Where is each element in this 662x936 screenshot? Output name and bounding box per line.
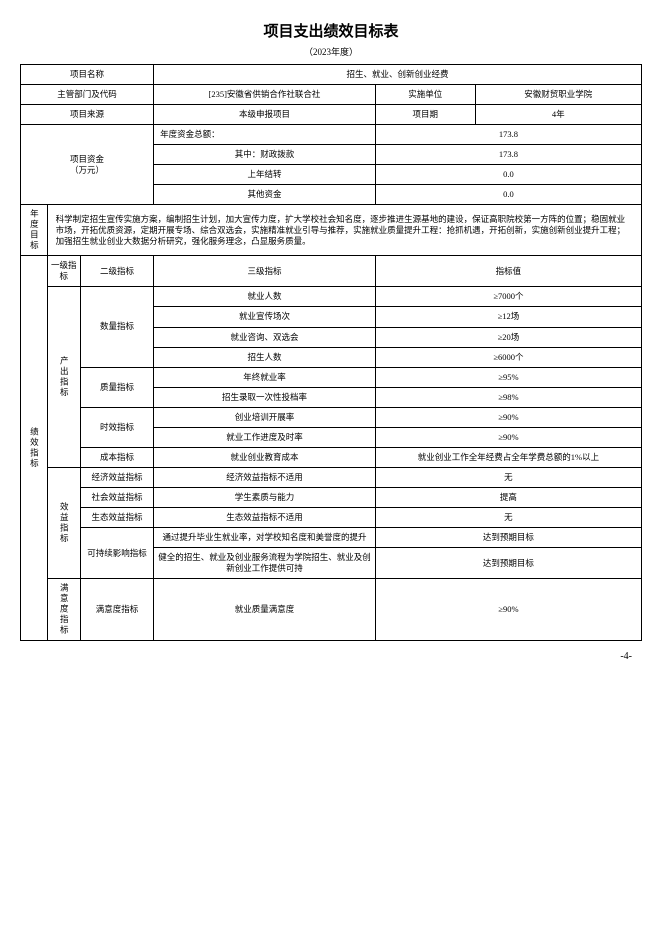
funds-row-value: 0.0 — [375, 165, 641, 185]
label-perf-block: 绩效指标 — [21, 256, 48, 640]
l3-label: 经济效益指标不适用 — [154, 467, 376, 487]
l3-label: 招生人数 — [154, 347, 376, 367]
l3-label: 就业咨询、双选会 — [154, 327, 376, 347]
l3-value: ≥98% — [375, 387, 641, 407]
l2-label: 质量指标 — [80, 367, 153, 407]
l3-label: 招生录取一次性投档率 — [154, 387, 376, 407]
doc-subtitle: （2023年度） — [20, 45, 642, 58]
l3-value: 提高 — [375, 487, 641, 507]
l1-label: 效益指标 — [47, 467, 80, 578]
label-source: 项目来源 — [21, 105, 154, 125]
value-project-name: 招生、就业、创新创业经费 — [154, 65, 642, 85]
l2-label: 成本指标 — [80, 447, 153, 467]
l3-label: 就业宣传场次 — [154, 307, 376, 327]
l3-value: 就业创业工作全年经费占全年学费总额的1%以上 — [375, 447, 641, 467]
l3-value: ≥12场 — [375, 307, 641, 327]
value-dept: [235]安徽省供销合作社联合社 — [154, 85, 376, 105]
l2-label: 时效指标 — [80, 407, 153, 447]
doc-title: 项目支出绩效目标表 — [20, 20, 642, 41]
label-period: 项目期 — [375, 105, 475, 125]
funds-row-label: 年度资金总额： — [154, 125, 376, 145]
l1-label: 产出指标 — [47, 287, 80, 467]
l1-label: 满意度指标 — [47, 579, 80, 641]
l3-label: 通过提升毕业生就业率，对学校知名度和美誉度的提升 — [154, 527, 376, 547]
main-table: 项目名称 招生、就业、创新创业经费 主管部门及代码 [235]安徽省供销合作社联… — [20, 64, 642, 641]
l3-label: 年终就业率 — [154, 367, 376, 387]
col-l3: 三级指标 — [154, 256, 376, 287]
l3-label: 健全的招生、就业及创业服务流程为学院招生、就业及创新创业工作提供可持 — [154, 548, 376, 579]
funds-row-label: 上年结转 — [154, 165, 376, 185]
l3-value: ≥95% — [375, 367, 641, 387]
l3-value: 无 — [375, 507, 641, 527]
label-impl-unit: 实施单位 — [375, 85, 475, 105]
l3-label: 创业培训开展率 — [154, 407, 376, 427]
col-l1: 一级指标 — [47, 256, 80, 287]
page-number: -4- — [20, 651, 642, 662]
l2-label: 数量指标 — [80, 287, 153, 367]
l2-label: 社会效益指标 — [80, 487, 153, 507]
funds-row-label: 其中：财政拨款 — [154, 145, 376, 165]
l3-value: ≥6000个 — [375, 347, 641, 367]
l3-label: 生态效益指标不适用 — [154, 507, 376, 527]
funds-row-label: 其他资金 — [154, 185, 376, 205]
l3-value: 达到预期目标 — [375, 548, 641, 579]
l3-value: ≥90% — [375, 579, 641, 641]
l3-label: 就业创业教育成本 — [154, 447, 376, 467]
l3-value: ≥90% — [375, 427, 641, 447]
l3-label: 就业质量满意度 — [154, 579, 376, 641]
funds-row-value: 173.8 — [375, 145, 641, 165]
l3-value: 无 — [375, 467, 641, 487]
l3-label: 就业人数 — [154, 287, 376, 307]
l3-value: ≥90% — [375, 407, 641, 427]
col-l2: 二级指标 — [80, 256, 153, 287]
label-project-name: 项目名称 — [21, 65, 154, 85]
l3-value: ≥20场 — [375, 327, 641, 347]
funds-row-value: 0.0 — [375, 185, 641, 205]
value-impl-unit: 安徽财贸职业学院 — [475, 85, 641, 105]
l2-label: 经济效益指标 — [80, 467, 153, 487]
l3-label: 就业工作进度及时率 — [154, 427, 376, 447]
l3-value: ≥7000个 — [375, 287, 641, 307]
label-annual-goal: 年度目标 — [21, 205, 48, 256]
value-period: 4年 — [475, 105, 641, 125]
value-source: 本级申报项目 — [154, 105, 376, 125]
col-val: 指标值 — [375, 256, 641, 287]
l3-value: 达到预期目标 — [375, 527, 641, 547]
l3-label: 学生素质与能力 — [154, 487, 376, 507]
label-funds: 项目资金 （万元） — [21, 125, 154, 205]
annual-goal-text: 科学制定招生宣传实施方案，编制招生计划，加大宣传力度，扩大学校社会知名度，逐步推… — [47, 205, 641, 256]
l2-label: 生态效益指标 — [80, 507, 153, 527]
l2-label: 可持续影响指标 — [80, 527, 153, 578]
l2-label: 满意度指标 — [80, 579, 153, 641]
funds-row-value: 173.8 — [375, 125, 641, 145]
label-dept: 主管部门及代码 — [21, 85, 154, 105]
